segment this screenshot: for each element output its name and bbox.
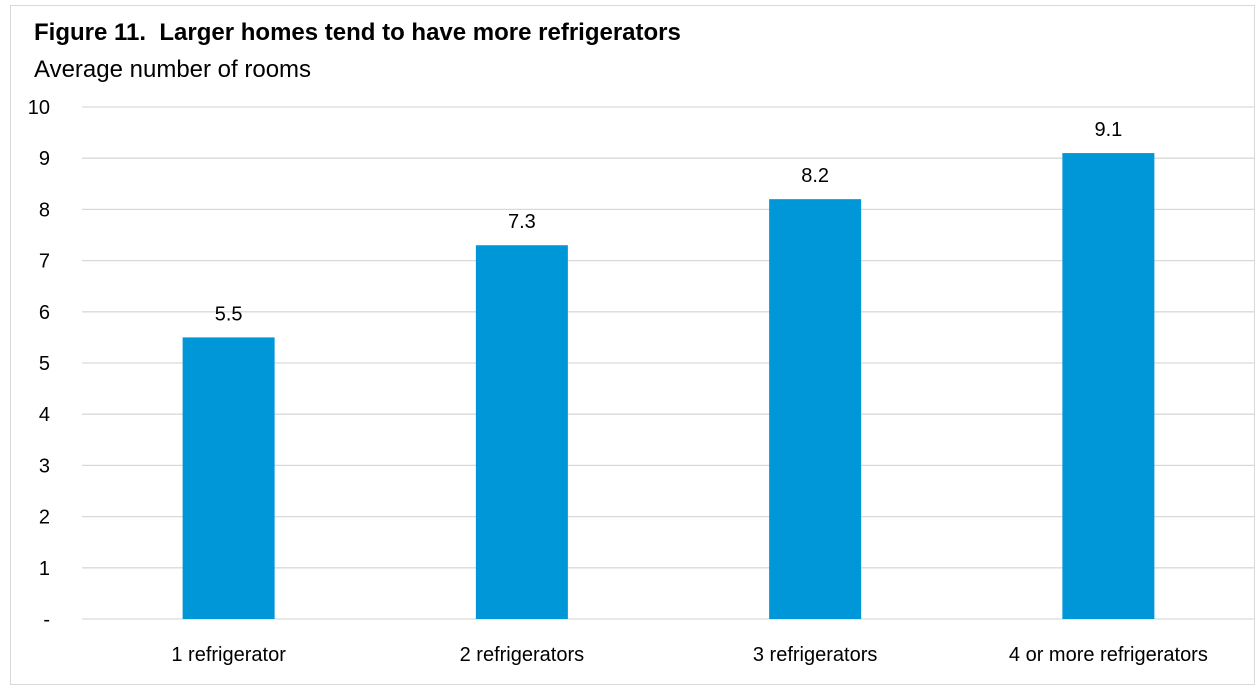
x-tick-label: 3 refrigerators — [753, 644, 878, 666]
y-tick-label: 7 — [39, 251, 50, 273]
y-tick-label: 6 — [39, 302, 50, 324]
x-tick-label: 1 refrigerator — [171, 644, 286, 666]
bars — [182, 153, 1155, 620]
bar — [1062, 153, 1155, 619]
y-axis-tick-labels: - 1 2 3 4 5 6 7 8 9 10 — [28, 97, 50, 631]
data-label: 9.1 — [1094, 119, 1122, 141]
bar — [769, 199, 862, 619]
x-tick-label: 4 or more refrigerators — [1009, 644, 1208, 666]
x-tick-label: 2 refrigerators — [460, 644, 585, 666]
gridlines — [82, 106, 1255, 620]
data-labels: 5.5 7.3 8.2 9.1 — [215, 119, 1123, 325]
y-tick-label: - — [43, 609, 50, 631]
y-tick-label: 5 — [39, 353, 50, 375]
bar — [475, 245, 568, 620]
chart-title: Figure 11. Larger homes tend to have mor… — [34, 19, 681, 46]
y-tick-label: 3 — [39, 455, 50, 477]
bar — [182, 337, 275, 619]
chart-subtitle: Average number of rooms — [34, 56, 312, 83]
x-axis-tick-labels: 1 refrigerator 2 refrigerators 3 refrigera… — [171, 644, 1207, 666]
y-tick-label: 1 — [39, 558, 50, 580]
data-label: 5.5 — [215, 303, 243, 325]
y-tick-label: 8 — [39, 199, 50, 221]
y-tick-label: 4 — [39, 404, 50, 426]
data-label: 7.3 — [508, 211, 536, 233]
y-tick-label: 2 — [39, 507, 50, 529]
y-tick-label: 9 — [39, 148, 50, 170]
data-label: 8.2 — [801, 165, 829, 187]
y-tick-label: 10 — [28, 97, 50, 119]
